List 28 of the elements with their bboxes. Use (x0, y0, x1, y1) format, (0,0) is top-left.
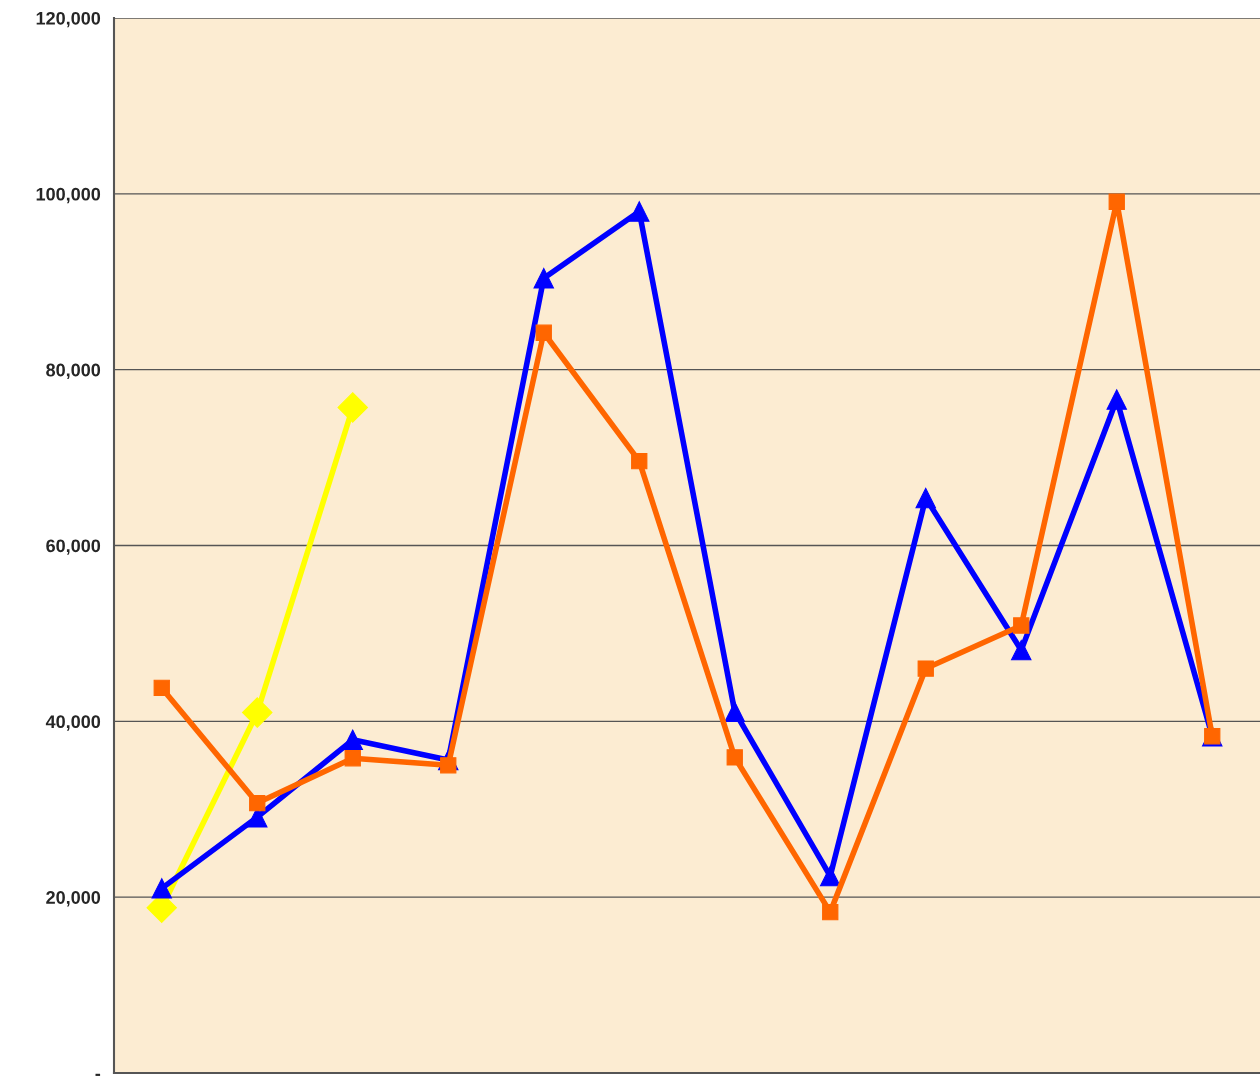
point (249, 794, 266, 812)
y-tick-label: 120,000 (36, 11, 101, 28)
point (820, 865, 841, 887)
point (535, 324, 552, 341)
y-tick-label: 20,000 (46, 891, 101, 907)
point (1011, 639, 1032, 661)
y-tick-label: 60,000 (46, 539, 101, 555)
y-tick-label: 100,000 (36, 187, 101, 204)
point (1013, 617, 1030, 634)
point (151, 878, 172, 899)
y-tick-label: - (95, 1073, 101, 1076)
point (153, 679, 170, 697)
point (1106, 389, 1127, 410)
point (726, 749, 743, 766)
point (342, 729, 363, 751)
point (724, 701, 745, 722)
point (917, 660, 934, 677)
point (1108, 193, 1125, 210)
point (631, 452, 648, 470)
y-tick-label: 40,000 (45, 715, 101, 731)
point (533, 267, 554, 289)
point (822, 903, 839, 921)
point (344, 750, 361, 767)
y-tick-label: 80,000 (46, 363, 101, 379)
point (337, 392, 368, 423)
point (242, 697, 273, 728)
point (915, 487, 936, 509)
point (629, 201, 650, 222)
